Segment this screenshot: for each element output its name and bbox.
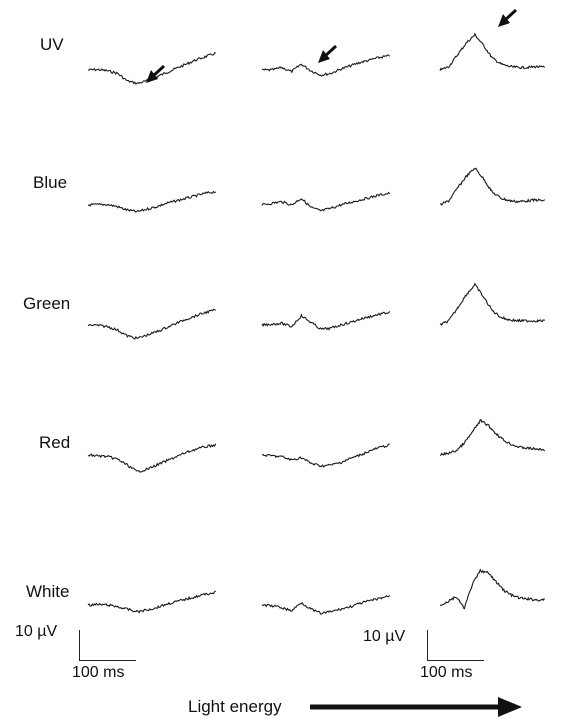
arrow-icon-uv-col2 [318, 44, 338, 63]
trace-red-col1 [87, 443, 217, 473]
arrow-icon-uv-col3 [498, 8, 518, 27]
trace-white-col2 [261, 594, 391, 615]
trace-blue-col3 [439, 167, 546, 206]
trace-uv-col2 [261, 54, 391, 77]
scale-amplitude-right: 10 µV [363, 628, 406, 645]
trace-uv-col3 [439, 32, 546, 72]
scale-time-left: 100 ms [72, 664, 125, 681]
light-energy-arrow-icon [310, 697, 522, 717]
trace-green-col2 [261, 311, 391, 331]
trace-green-col1 [87, 308, 216, 340]
trace-white-col3 [439, 568, 546, 610]
trace-white-col1 [87, 590, 216, 614]
trace-green-col3 [439, 282, 546, 327]
scale-bar-right [427, 630, 484, 661]
trace-red-col2 [261, 443, 390, 468]
scale-time-right: 100 ms [420, 664, 473, 681]
row-label-green: Green [23, 294, 71, 313]
scale-bar-left [79, 630, 136, 661]
trace-blue-col1 [87, 190, 216, 213]
trace-blue-col2 [261, 191, 391, 212]
row-label-red: Red [39, 433, 71, 452]
trace-red-col3 [439, 419, 546, 456]
scale-amplitude-left: 10 µV [15, 623, 58, 640]
row-label-uv: UV [40, 35, 64, 54]
row-label-white: White [26, 582, 70, 601]
arrow-icon-uv-col1 [146, 64, 166, 83]
light-energy-label: Light energy [188, 697, 282, 716]
row-label-blue: Blue [33, 173, 68, 192]
